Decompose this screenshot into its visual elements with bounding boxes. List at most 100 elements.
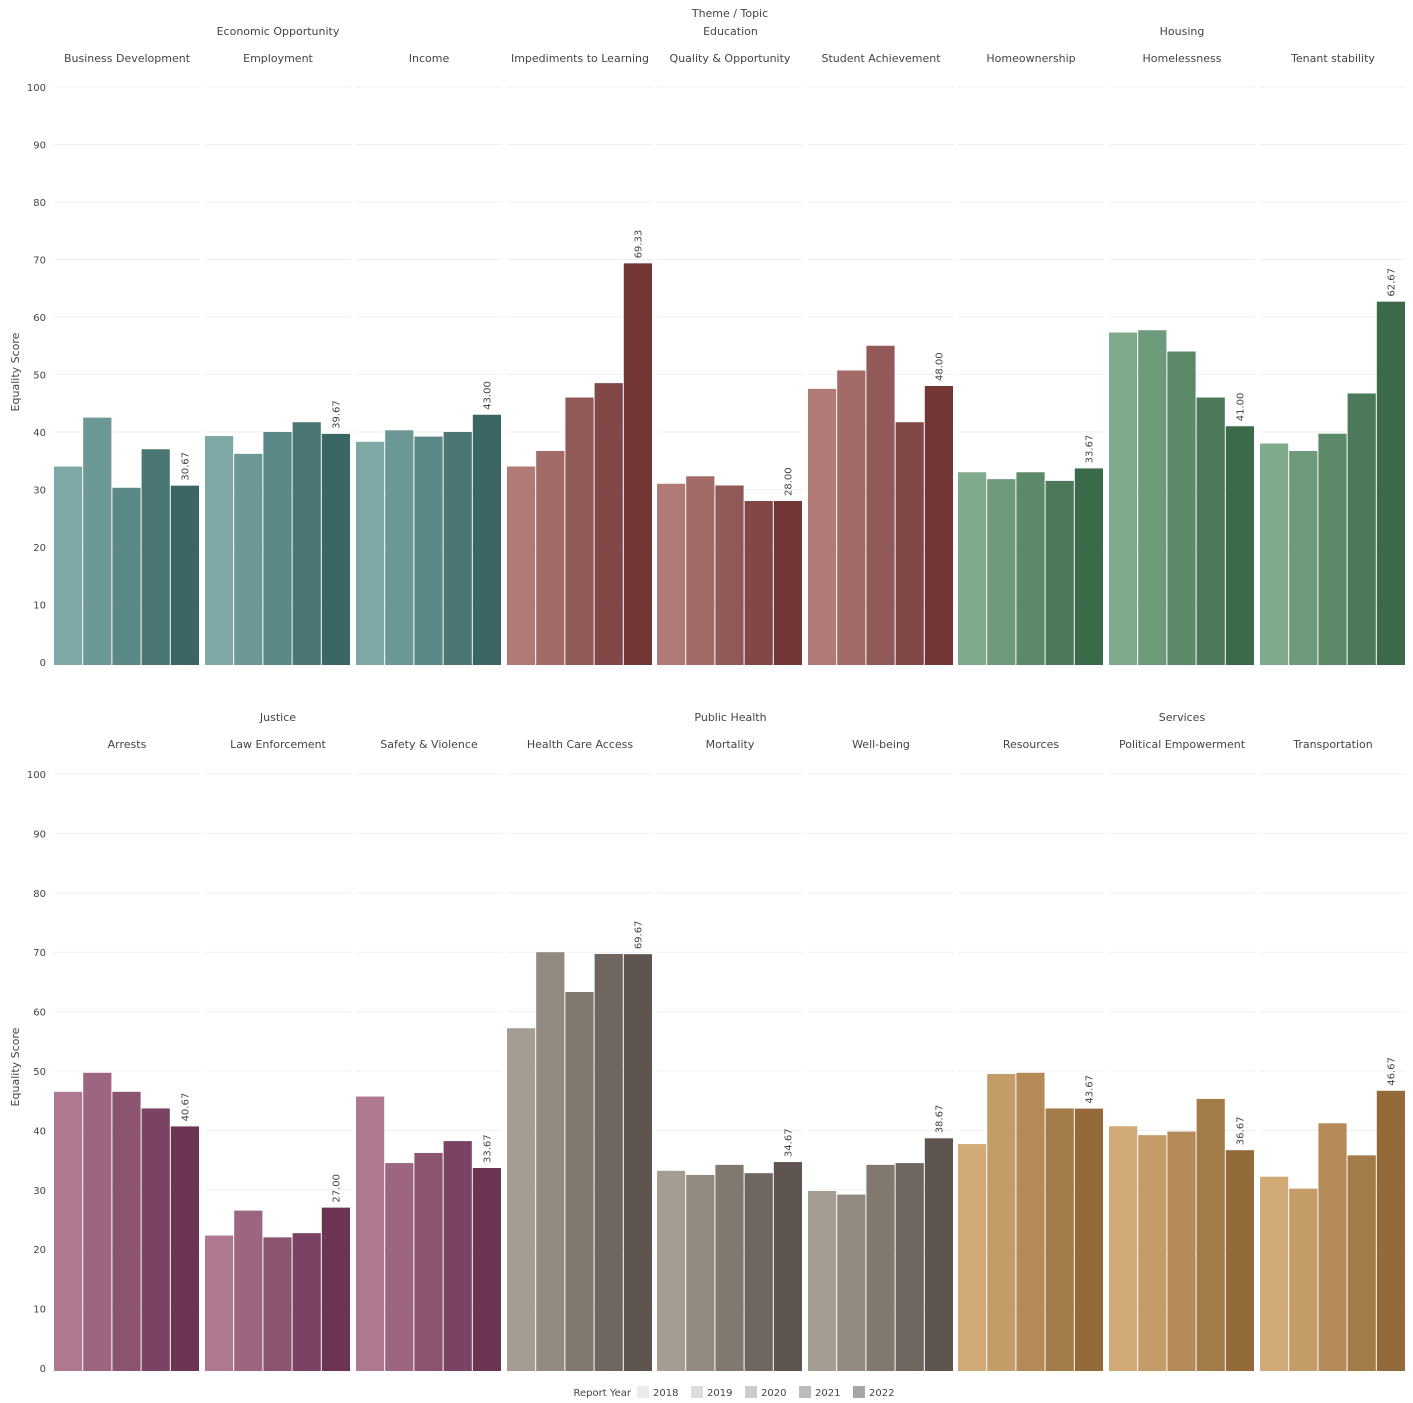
topic-strip-label: Income — [409, 52, 450, 65]
bar — [866, 345, 895, 665]
y-tick-label: 80 — [33, 889, 46, 900]
bar — [170, 485, 199, 665]
bar — [414, 436, 443, 665]
topic-strip-label: Health Care Access — [527, 738, 634, 751]
bar-value-label: 33.67 — [1084, 435, 1095, 464]
bar — [1376, 301, 1405, 665]
legend-label: 2018 — [653, 1388, 678, 1399]
bar — [744, 501, 773, 665]
bar — [234, 1210, 263, 1371]
bar — [958, 472, 987, 665]
bar — [356, 441, 385, 665]
topic-strip-label: Student Achievement — [821, 52, 941, 65]
y-axis-label: Equality Score — [9, 1027, 22, 1106]
bar — [1196, 1098, 1225, 1371]
theme-strip-label: Services — [1159, 711, 1206, 724]
bar-value-label: 48.00 — [934, 352, 945, 381]
bar — [686, 1174, 715, 1371]
bar — [385, 430, 414, 665]
facet-title: Theme / Topic — [691, 7, 768, 20]
bar-value-label: 43.00 — [482, 381, 493, 410]
bar — [837, 370, 866, 665]
bar — [1016, 1072, 1045, 1371]
bar — [1045, 1108, 1074, 1371]
legend-label: 2020 — [761, 1388, 786, 1399]
bar — [1225, 426, 1254, 665]
bar — [686, 476, 715, 665]
bar — [472, 414, 501, 665]
bar — [234, 453, 263, 665]
bar-value-label: 38.67 — [934, 1105, 945, 1134]
topic-strip-label: Business Development — [64, 52, 191, 65]
bar — [1318, 433, 1347, 665]
topic-strip-label: Quality & Opportunity — [670, 52, 791, 65]
y-tick-label: 10 — [33, 601, 46, 612]
topic-strip-label: Tenant stability — [1290, 52, 1375, 65]
topic-strip-label: Employment — [243, 52, 313, 65]
bar — [1045, 480, 1074, 665]
bar-value-label: 62.67 — [1386, 268, 1397, 297]
bar — [414, 1152, 443, 1371]
legend-swatch — [691, 1386, 703, 1398]
y-tick-label: 100 — [27, 770, 46, 781]
bar — [1318, 1123, 1347, 1371]
bar — [443, 1141, 472, 1371]
topic-strip-label: Law Enforcement — [230, 738, 326, 751]
y-tick-label: 70 — [33, 948, 46, 959]
bar — [808, 388, 837, 665]
bar — [443, 432, 472, 665]
topic-strip-label: Resources — [1003, 738, 1059, 751]
y-tick-label: 90 — [33, 141, 46, 152]
bar — [657, 1170, 686, 1371]
bar — [321, 433, 350, 665]
bar-value-label: 27.00 — [331, 1174, 342, 1203]
bar — [54, 1091, 83, 1371]
y-tick-label: 40 — [33, 1126, 46, 1137]
bar — [263, 432, 292, 665]
bar — [1167, 1131, 1196, 1371]
y-tick-label: 10 — [33, 1305, 46, 1316]
bar-value-label: 36.67 — [1235, 1117, 1246, 1146]
bar — [1347, 393, 1376, 665]
y-tick-label: 30 — [33, 1186, 46, 1197]
bar — [623, 954, 652, 1371]
bar — [536, 952, 565, 1371]
legend-swatch — [853, 1386, 865, 1398]
bar — [594, 953, 623, 1371]
legend-label: 2021 — [815, 1388, 840, 1399]
y-tick-label: 50 — [33, 371, 46, 382]
bar — [112, 1091, 141, 1371]
bar-value-label: 43.67 — [1084, 1075, 1095, 1104]
bar — [866, 1164, 895, 1371]
bar — [1109, 332, 1138, 665]
topic-strip-label: Mortality — [706, 738, 755, 751]
topic-strip-label: Well-being — [852, 738, 910, 751]
bar-value-label: 46.67 — [1386, 1057, 1397, 1086]
bar — [1376, 1090, 1405, 1371]
theme-strip-label: Education — [703, 25, 758, 38]
bar — [83, 417, 112, 665]
theme-strip-label: Economic Opportunity — [217, 25, 340, 38]
y-tick-label: 20 — [33, 543, 46, 554]
bar — [715, 485, 744, 665]
legend: Report Year 2018 2019 2020 2021 2022 — [574, 1386, 894, 1399]
topic-strip-label: Homelessness — [1143, 52, 1222, 65]
y-tick-label: 60 — [33, 1008, 46, 1019]
bar — [292, 1233, 321, 1371]
y-tick-label: 80 — [33, 198, 46, 209]
bar — [472, 1168, 501, 1371]
y-tick-label: 20 — [33, 1245, 46, 1256]
bar — [54, 466, 83, 665]
plot-layer: Equality Score0102030405060708090100Econ… — [9, 25, 1406, 1375]
bar — [1167, 351, 1196, 665]
bar — [1074, 1108, 1103, 1371]
bar — [1138, 330, 1167, 665]
y-axis-label: Equality Score — [9, 332, 22, 411]
bar — [1289, 1188, 1318, 1371]
bar — [1289, 450, 1318, 665]
bar — [205, 1235, 234, 1371]
bar — [385, 1163, 414, 1371]
y-tick-label: 50 — [33, 1067, 46, 1078]
